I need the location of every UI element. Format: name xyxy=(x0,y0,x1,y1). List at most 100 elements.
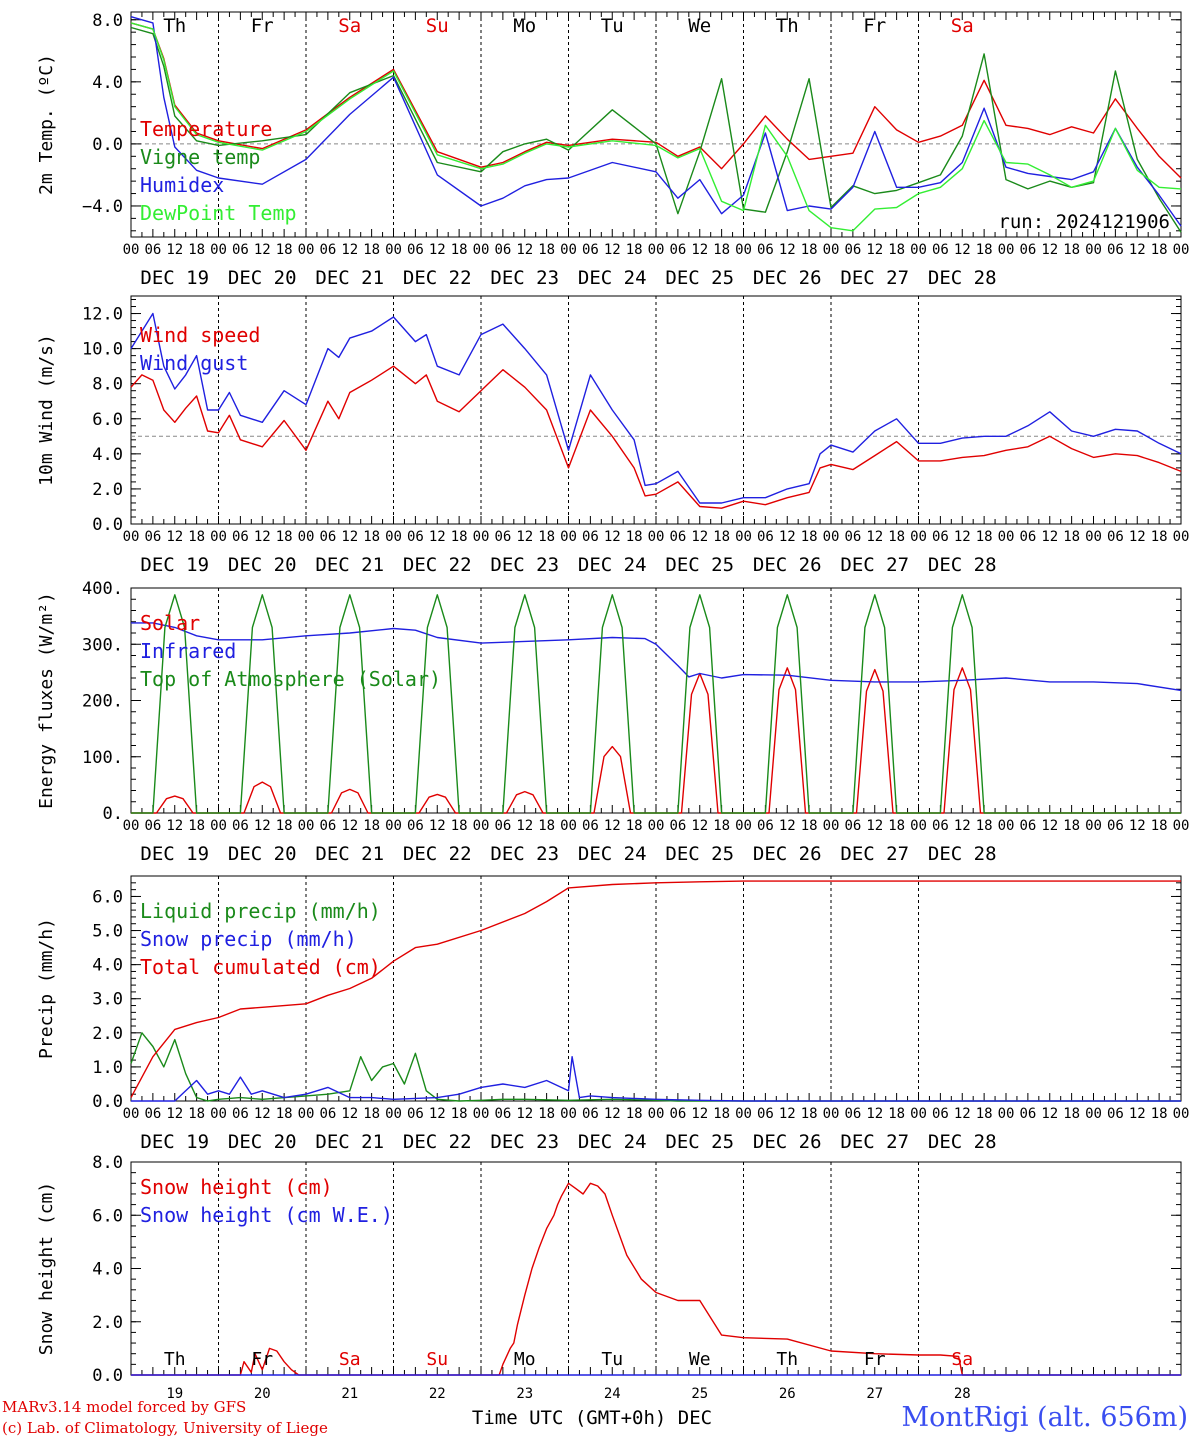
hour-tick-label: 12 xyxy=(254,242,271,258)
y-tick-label: 8.0 xyxy=(92,1153,123,1173)
hour-tick-label: 06 xyxy=(844,529,861,545)
legend-entry: Snow height (cm W.E.) xyxy=(140,1203,393,1227)
hour-tick-label: 06 xyxy=(319,242,336,258)
hour-tick-label: 18 xyxy=(888,818,905,834)
hour-tick-label: 18 xyxy=(451,1106,468,1122)
series-line-snow-precip-mm-h- xyxy=(131,1055,1181,1102)
hour-tick-label: 00 xyxy=(473,242,490,258)
hour-tick-label: 12 xyxy=(166,818,183,834)
lab-credit: (c) Lab. of Climatology, University of L… xyxy=(2,1419,328,1437)
hour-tick-label: 18 xyxy=(976,1106,993,1122)
hour-tick-label: 00 xyxy=(560,1106,577,1122)
hour-tick-label: 06 xyxy=(757,818,774,834)
y-axis-label: Precip (mm/h) xyxy=(36,918,57,1059)
hour-tick-label: 12 xyxy=(166,1106,183,1122)
day-of-week-label: Sa xyxy=(951,1349,973,1370)
hour-tick-label: 18 xyxy=(976,529,993,545)
hour-tick-label: 12 xyxy=(866,818,883,834)
hour-tick-label: 00 xyxy=(385,1106,402,1122)
legend-entry: Top of Atmosphere (Solar) xyxy=(140,667,441,691)
hour-tick-label: 12 xyxy=(604,242,621,258)
hour-tick-label: 12 xyxy=(954,529,971,545)
hour-tick-label: 12 xyxy=(866,1106,883,1122)
date-label: DEC 24 xyxy=(578,554,647,576)
date-label: DEC 26 xyxy=(753,267,822,289)
y-tick-label: 1.0 xyxy=(92,1058,123,1078)
hour-tick-label: 00 xyxy=(998,529,1015,545)
hour-tick-label: 06 xyxy=(319,1106,336,1122)
panel-1: −4.00.04.08.02m Temp. (ºC)00 06 12 18 00 06 12… xyxy=(36,11,1189,289)
hour-tick-label: 12 xyxy=(516,818,533,834)
hour-tick-label: 18 xyxy=(626,818,643,834)
hour-tick-label: 06 xyxy=(232,529,249,545)
hour-tick-label: 06 xyxy=(1019,1106,1036,1122)
hour-tick-label: 06 xyxy=(232,242,249,258)
bottom-date-label: 26 xyxy=(779,1386,796,1402)
series-line-total-cumulated-cm- xyxy=(130,880,1181,1098)
hour-tick-label: 12 xyxy=(954,242,971,258)
hour-tick-label: 00 xyxy=(1173,529,1190,545)
hour-tick-label: 18 xyxy=(1151,242,1168,258)
day-of-week-label: Th xyxy=(164,1349,186,1370)
hour-tick-label: 18 xyxy=(713,818,730,834)
hour-tick-label: 06 xyxy=(407,529,424,545)
hour-tick-label: 00 xyxy=(648,242,665,258)
legend-entry: Wind gust xyxy=(140,351,248,375)
hour-tick-label: 06 xyxy=(1107,242,1124,258)
series-line-wind-gust xyxy=(130,312,1182,504)
hour-tick-label: 12 xyxy=(691,529,708,545)
hour-tick-label: 00 xyxy=(1085,1106,1102,1122)
hour-tick-label: 00 xyxy=(735,242,752,258)
hour-tick-label: 18 xyxy=(188,242,205,258)
bottom-date-label: 27 xyxy=(866,1386,883,1402)
hour-tick-label: 06 xyxy=(757,1106,774,1122)
hour-tick-label: 00 xyxy=(210,1106,227,1122)
date-label: DEC 20 xyxy=(228,554,297,576)
y-tick-label: 200. xyxy=(82,692,123,712)
hour-tick-label: 06 xyxy=(582,529,599,545)
day-of-week-label: Th xyxy=(776,15,799,37)
hour-tick-label: 12 xyxy=(429,818,446,834)
date-label: DEC 23 xyxy=(490,843,559,865)
hour-tick-label: 12 xyxy=(1041,818,1058,834)
hour-tick-label: 12 xyxy=(779,1106,796,1122)
hour-tick-label: 18 xyxy=(888,1106,905,1122)
hour-tick-label: 00 xyxy=(210,529,227,545)
date-label: DEC 28 xyxy=(928,267,997,289)
hour-tick-label: 18 xyxy=(1151,1106,1168,1122)
day-of-week-label: Th xyxy=(163,15,186,37)
hour-tick-label: 12 xyxy=(604,529,621,545)
hour-tick-label: 00 xyxy=(1173,242,1190,258)
hour-tick-label: 06 xyxy=(407,818,424,834)
hour-tick-label: 18 xyxy=(976,818,993,834)
bottom-date-label: 24 xyxy=(604,1386,621,1402)
hour-tick-label: 06 xyxy=(844,1106,861,1122)
hour-tick-label: 18 xyxy=(276,818,293,834)
legend-entry: Infrared xyxy=(140,639,236,663)
run-label: run: 2024121906 xyxy=(998,211,1170,233)
date-label: DEC 25 xyxy=(665,1131,734,1153)
panel-5: 0.0 2.0 4.0 6.0 8.0 Snow height (cm) Snow heig… xyxy=(36,1153,1182,1386)
hour-tick-label: 06 xyxy=(582,1106,599,1122)
y-tick-label: 0.0 xyxy=(92,1366,123,1386)
date-label: DEC 28 xyxy=(928,1131,997,1153)
hour-tick-label: 12 xyxy=(341,242,358,258)
day-of-week-label: We xyxy=(689,1349,711,1370)
hour-tick-label: 00 xyxy=(998,242,1015,258)
hour-tick-label: 00 xyxy=(1173,1106,1190,1122)
hour-tick-label: 06 xyxy=(582,242,599,258)
hour-tick-label: 18 xyxy=(276,529,293,545)
hour-tick-label: 18 xyxy=(713,1106,730,1122)
series-line-temperature xyxy=(130,22,1182,179)
date-label: DEC 25 xyxy=(665,843,734,865)
hour-tick-label: 00 xyxy=(560,818,577,834)
hour-tick-label: 00 xyxy=(123,529,140,545)
hour-tick-label: 00 xyxy=(1085,529,1102,545)
hour-tick-label: 06 xyxy=(144,818,161,834)
date-label: DEC 27 xyxy=(840,843,909,865)
hour-tick-label: 12 xyxy=(779,529,796,545)
hour-tick-label: 18 xyxy=(1063,242,1080,258)
hour-tick-label: 06 xyxy=(1019,242,1036,258)
